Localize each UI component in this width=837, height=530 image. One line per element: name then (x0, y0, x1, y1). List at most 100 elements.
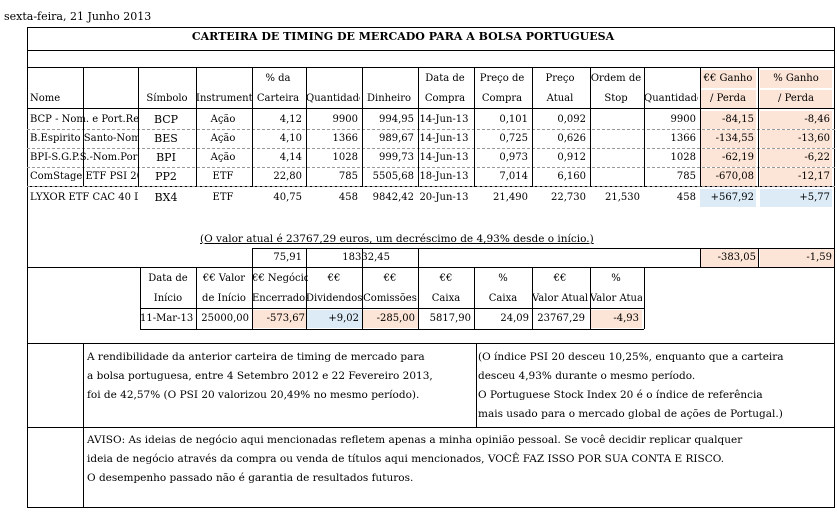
stats-value-3: +9,02 (306, 310, 362, 328)
stats-header-6-line1: % (498, 273, 508, 284)
cell-simbolo: BPI (156, 151, 176, 164)
stats-value-1: 25000,00 (201, 313, 249, 324)
stats-column-divider (474, 267, 475, 329)
table-column-divider (362, 67, 363, 187)
table-column-divider (532, 67, 533, 187)
cell-pct: 4,12 (279, 114, 302, 125)
header-ganho_pct-line1: % Ganho (760, 70, 832, 88)
stats-header-6: Caixa (488, 293, 518, 304)
cell-qtd2: 1366 (670, 133, 696, 144)
header-atual-line1: Preço (545, 73, 575, 84)
summary-note: (O valor atual é 23767,29 euros, um decr… (200, 233, 594, 245)
previous-return-note: A rendibilidade da anterior carteira de … (87, 348, 433, 405)
para_left-line: foi de 42,57% (O PSI 20 valorizou 20,49%… (87, 389, 420, 401)
cell-data: 14-Jun-13 (419, 152, 469, 163)
para_left-line: a bolsa portuguesa, entre 4 Setembro 201… (87, 370, 433, 382)
header-compra-line1: Preço de (479, 73, 525, 84)
cell-data: 18-Jun-13 (419, 171, 469, 182)
totals-column-divider (306, 248, 307, 267)
stats-header-1: de Início (202, 293, 246, 304)
cell-simbolo: PP2 (155, 170, 177, 183)
stats-row-border (140, 329, 644, 330)
cell-atual: 6,160 (557, 171, 586, 182)
stats-column-divider (306, 267, 307, 329)
header-data-line1: Data de (425, 73, 465, 84)
stats-value-5: 5817,90 (429, 313, 471, 324)
cell-compra: 21,490 (493, 192, 528, 203)
table-column-divider (196, 67, 197, 187)
page-title: CARTEIRA DE TIMING DE MERCADO PARA A BOL… (191, 30, 615, 43)
header-qtd: Quantidade (306, 93, 360, 104)
stats-value-6: 24,09 (500, 313, 529, 324)
cell-simbolo: BX4 (154, 191, 178, 204)
cell-instrumento: Ação (210, 133, 236, 144)
header-dinheiro: Dinheiro (366, 93, 411, 104)
table-column-divider (418, 67, 419, 187)
cell-compra: 7,014 (499, 171, 528, 182)
row-separator (27, 148, 835, 149)
table-column-divider (644, 67, 645, 187)
cell-pct: 22,80 (273, 171, 302, 182)
stats-header-8-line1: % (611, 273, 621, 284)
stats-column-divider (644, 267, 645, 329)
disclaimer-left-border (83, 427, 84, 508)
row-separator (27, 186, 835, 187)
total-pct: 75,91 (273, 252, 302, 263)
cell-qtd2: 9900 (670, 114, 696, 125)
cell-nome: ComStage ETF PSI 20 (30, 171, 138, 182)
cell-dinheiro: 9842,42 (372, 192, 414, 203)
cell-stop (590, 111, 642, 129)
stats-header-0: Início (153, 293, 183, 304)
header-instrumento: Instrument (196, 93, 252, 104)
cell-dinheiro: 999,73 (379, 152, 414, 163)
cell-nome: B.Espirito Santo-Nom (30, 133, 138, 144)
table-column-divider (758, 67, 759, 187)
cell-dinheiro: 5505,68 (372, 171, 414, 182)
cell-atual: 0,626 (557, 133, 586, 144)
total-ganho-pct: -1,59 (760, 249, 834, 267)
cell-compra: 0,973 (499, 152, 528, 163)
cell-atual: 22,730 (551, 192, 586, 203)
stats-header-7: Valor Atual (532, 293, 588, 304)
header-ganho-line1: €€ Ganho (700, 70, 756, 88)
cell-qtd: 1366 (332, 133, 358, 144)
title-divider (27, 50, 835, 51)
stats-column-divider (418, 267, 419, 329)
cell-data: 14-Jun-13 (419, 133, 469, 144)
stats-column-divider (140, 267, 141, 329)
para_left-line: A rendibilidade da anterior carteira de … (87, 351, 425, 363)
cell-ganho_pct: -8,46 (760, 111, 832, 129)
cell-instrumento: ETF (212, 171, 234, 182)
header-stop: Stop (604, 93, 628, 104)
header-bottom-border (27, 108, 835, 109)
cell-pct: 4,14 (279, 152, 302, 163)
stats-header-2: Encerrados (252, 293, 308, 304)
cell-nome: BPI-S.G.P.S.-Nom.Por (30, 152, 138, 163)
cell-atual: 0,092 (557, 114, 586, 125)
cell-compra: 0,101 (499, 114, 528, 125)
stats-header-3: Dividendos (306, 293, 362, 304)
disclaimer-line: AVISO: As ideias de negócio aqui mencion… (87, 434, 743, 446)
totals-column-divider (418, 248, 419, 267)
cell-ganho: +567,92 (700, 189, 756, 207)
report-date: sexta-feira, 21 Junho 2013 (4, 10, 152, 23)
totals-top-border (252, 248, 835, 249)
total-ganho: -383,05 (700, 249, 758, 267)
stats-column-divider (590, 267, 591, 329)
stats-divider (27, 343, 835, 344)
header-simbolo: Símbolo (146, 93, 188, 104)
stats-header-2-line1: €€ Negócios (252, 273, 308, 284)
cell-qtd: 9900 (332, 114, 358, 125)
table-column-divider (590, 67, 591, 187)
stats-column-divider (362, 267, 363, 329)
totals-column-divider (362, 248, 363, 267)
cell-instrumento: Ação (210, 152, 236, 163)
stats-value-2: -573,67 (252, 310, 308, 328)
para-divider (27, 427, 835, 428)
stats-header-7-line1: €€ (553, 273, 567, 284)
stats-header-5: Caixa (431, 293, 461, 304)
cell-stop (590, 130, 642, 148)
para_right-line: mais usado para o mercado global de açõe… (478, 408, 783, 420)
cell-simbolo: BES (154, 132, 178, 145)
cell-ganho: -670,08 (700, 168, 756, 186)
